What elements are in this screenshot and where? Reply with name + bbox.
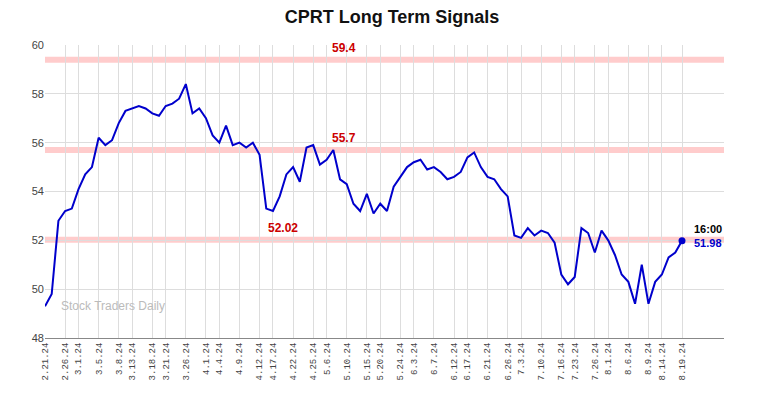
svg-text:52: 52	[32, 234, 44, 246]
svg-text:3.13.24: 3.13.24	[128, 343, 138, 381]
svg-text:16:00: 16:00	[694, 223, 722, 235]
svg-text:4.25.24: 4.25.24	[309, 343, 319, 381]
svg-text:4.12.24: 4.12.24	[255, 343, 265, 381]
svg-text:6.21.24: 6.21.24	[483, 343, 493, 381]
svg-text:50: 50	[32, 283, 44, 295]
svg-text:5.10.24: 5.10.24	[343, 343, 353, 381]
svg-text:6.7.24: 6.7.24	[430, 343, 440, 375]
svg-text:51.98: 51.98	[694, 237, 722, 249]
svg-text:7.23.24: 7.23.24	[571, 343, 581, 381]
svg-text:4.17.24: 4.17.24	[269, 343, 279, 381]
svg-text:4.4.24: 4.4.24	[215, 343, 225, 375]
svg-text:8.14.24: 8.14.24	[658, 343, 668, 381]
svg-text:3.21.24: 3.21.24	[162, 343, 172, 381]
svg-text:Stock Traders Daily: Stock Traders Daily	[61, 299, 165, 313]
svg-text:58: 58	[32, 88, 44, 100]
svg-text:7.26.24: 7.26.24	[591, 343, 601, 381]
svg-text:6.12.24: 6.12.24	[450, 343, 460, 381]
svg-text:5.20.24: 5.20.24	[376, 343, 386, 381]
svg-text:5.15.24: 5.15.24	[363, 343, 373, 381]
svg-text:5.6.24: 5.6.24	[323, 343, 333, 375]
svg-text:CPRT Long Term Signals: CPRT Long Term Signals	[285, 7, 500, 27]
svg-text:8.19.24: 8.19.24	[678, 343, 688, 381]
svg-text:2.26.24: 2.26.24	[61, 343, 71, 381]
svg-text:8.1.24: 8.1.24	[604, 343, 614, 375]
svg-text:4.9.24: 4.9.24	[235, 343, 245, 375]
svg-text:55.7: 55.7	[332, 131, 356, 145]
svg-text:4.22.24: 4.22.24	[289, 343, 299, 381]
svg-text:3.18.24: 3.18.24	[148, 343, 158, 381]
svg-text:59.4: 59.4	[332, 41, 356, 55]
svg-text:4.1.24: 4.1.24	[202, 343, 212, 375]
svg-text:5.24.24: 5.24.24	[396, 343, 406, 381]
svg-text:60: 60	[32, 39, 44, 51]
svg-text:3.8.24: 3.8.24	[115, 343, 125, 375]
svg-text:56: 56	[32, 137, 44, 149]
svg-text:52.02: 52.02	[268, 221, 298, 235]
svg-text:3.1.24: 3.1.24	[74, 343, 84, 375]
svg-text:48: 48	[32, 332, 44, 344]
svg-text:54: 54	[32, 185, 44, 197]
svg-text:8.9.24: 8.9.24	[644, 343, 654, 375]
svg-text:7.10.24: 7.10.24	[537, 343, 547, 381]
svg-text:6.3.24: 6.3.24	[410, 343, 420, 375]
svg-text:6.26.24: 6.26.24	[504, 343, 514, 381]
svg-text:3.5.24: 3.5.24	[95, 343, 105, 375]
svg-text:7.16.24: 7.16.24	[557, 343, 567, 381]
svg-text:3.26.24: 3.26.24	[182, 343, 192, 381]
svg-text:2.21.24: 2.21.24	[41, 343, 51, 381]
svg-text:7.3.24: 7.3.24	[517, 343, 527, 375]
svg-text:8.6.24: 8.6.24	[624, 343, 634, 375]
svg-text:6.17.24: 6.17.24	[463, 343, 473, 381]
